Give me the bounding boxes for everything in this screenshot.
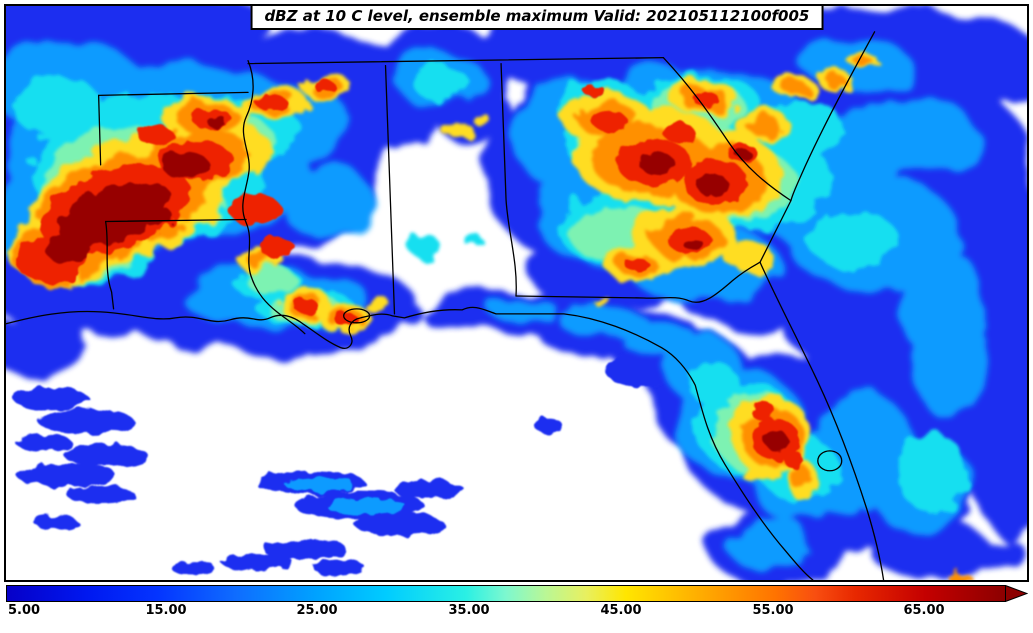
map-canvas: dBZ at 10 C level, ensemble maximum Vali… [4, 4, 1029, 582]
boundary-georgia-florida [515, 261, 761, 303]
boundary-arkansas-north [97, 91, 249, 97]
boundary-mississippi-alabama [384, 64, 396, 315]
boundary-texas-louisiana [104, 220, 115, 310]
lake-okeechobee [817, 450, 843, 472]
colorbar-tick-label: 55.00 [752, 603, 794, 618]
boundary-georgia-southcarolina [662, 56, 792, 202]
colorbar-tick-label: 15.00 [145, 603, 187, 618]
map-title-text: dBZ at 10 C level, ensemble maximum Vali… [264, 7, 810, 25]
boundary-tennessee [247, 56, 665, 65]
colorbar-gradient [6, 585, 1006, 602]
colorbar-tick-label: 65.00 [903, 603, 945, 618]
boundary-florida-east-coast [759, 261, 885, 580]
map-title: dBZ at 10 C level, ensemble maximum Vali… [250, 6, 824, 30]
echo-layer-blue-gulf [12, 350, 684, 577]
boundary-arkansas-louisiana [104, 218, 247, 223]
reflectivity-field [6, 6, 1027, 580]
colorbar-tick-label: 35.00 [448, 603, 490, 618]
colorbar-tick-label: 45.00 [600, 603, 642, 618]
colorbar-tick-labels: 5.00 15.00 25.00 35.00 45.00 55.00 65.00 [6, 603, 1029, 625]
state-boundaries [6, 31, 885, 580]
boundary-alabama-georgia [500, 62, 517, 297]
colorbar-tick-label: 25.00 [296, 603, 338, 618]
lake-pontchartrain [343, 308, 371, 324]
boundary-mississippi-river [242, 59, 306, 335]
colorbar-tick-label: 5.00 [8, 603, 41, 618]
colorbar-overflow-arrow [1005, 585, 1028, 602]
colorbar [6, 585, 1029, 602]
boundary-arkansas-west [97, 94, 102, 166]
boundary-atlantic-coast [759, 31, 876, 263]
echo-layer-lightblue-gulf [284, 477, 407, 515]
